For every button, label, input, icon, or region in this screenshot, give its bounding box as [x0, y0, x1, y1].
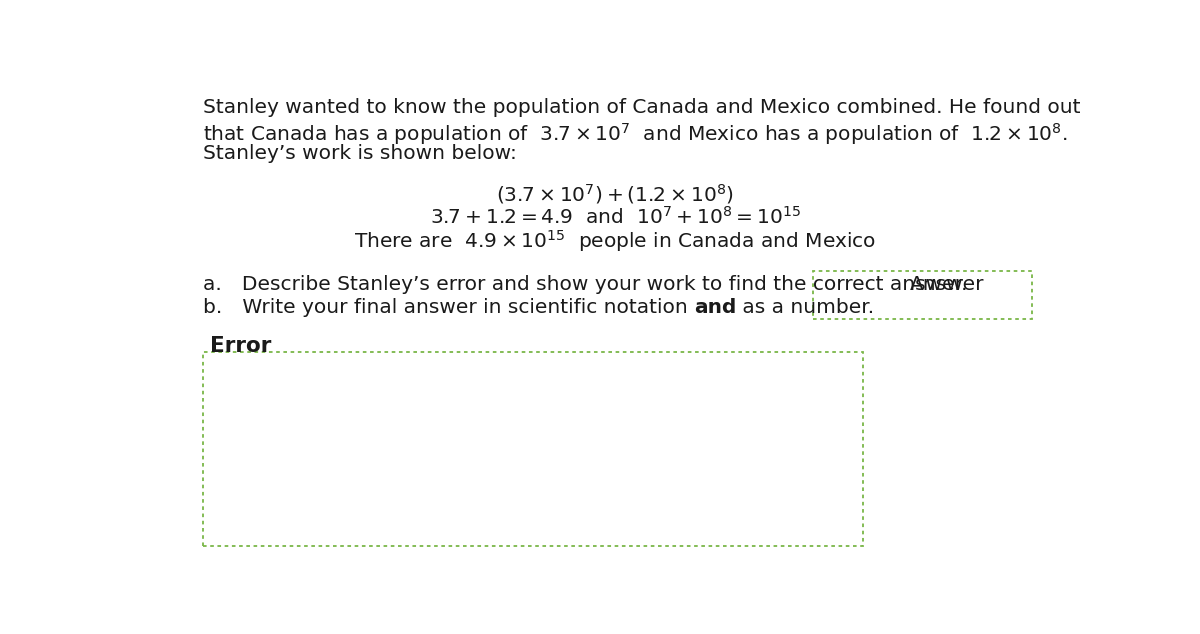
Text: $(3.7 \times 10^7) + (1.2 \times 10^8)$: $(3.7 \times 10^7) + (1.2 \times 10^8)$ [496, 183, 734, 206]
Text: and: and [694, 298, 737, 317]
Text: There are  $4.9 \times 10^{15}$  people in Canada and Mexico: There are $4.9 \times 10^{15}$ people in… [354, 228, 876, 254]
Text: $3.7 + 1.2 = 4.9$  and  $10^7 + 10^8 = 10^{15}$: $3.7 + 1.2 = 4.9$ and $10^7 + 10^8 = 10^… [430, 205, 800, 228]
Bar [812, 271, 1032, 320]
Text: Answer: Answer [910, 275, 984, 294]
Text: b. Write your final answer in scientific notation: b. Write your final answer in scientific… [203, 298, 694, 317]
Text: that Canada has a population of  $3.7 \times 10^7$  and Mexico has a population : that Canada has a population of $3.7 \ti… [203, 120, 1068, 146]
Text: as a number.: as a number. [737, 298, 875, 317]
Text: Stanley’s work is shown below:: Stanley’s work is shown below: [203, 144, 516, 163]
Text: Stanley wanted to know the population of Canada and Mexico combined. He found ou: Stanley wanted to know the population of… [203, 98, 1080, 117]
Bar [203, 352, 863, 546]
Text: Error: Error [210, 337, 272, 356]
Text: a. Describe Stanley’s error and show your work to find the correct answer.: a. Describe Stanley’s error and show you… [203, 275, 967, 294]
